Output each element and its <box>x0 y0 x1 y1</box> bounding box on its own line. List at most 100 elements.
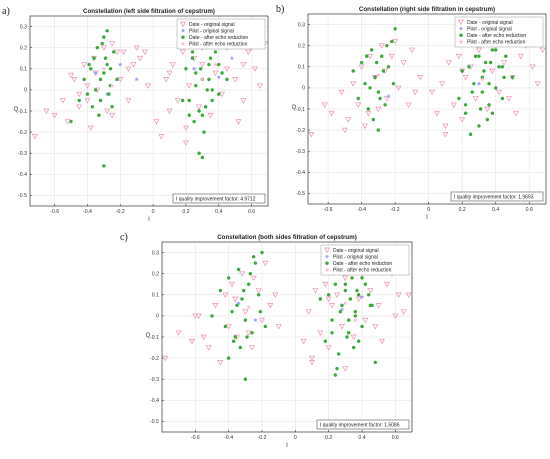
data-point <box>467 65 471 69</box>
x-tick-label: -0.2 <box>391 207 400 213</box>
panel-label-c: c) <box>120 232 128 243</box>
legend-entry: Pilot - after echo reduction <box>189 42 248 48</box>
data-point <box>103 56 108 60</box>
data-point <box>376 90 381 94</box>
data-point <box>87 62 91 67</box>
data-point <box>195 313 202 320</box>
data-point <box>187 98 191 103</box>
data-point <box>366 293 371 297</box>
data-point <box>353 317 358 323</box>
data-point <box>405 102 412 109</box>
data-point <box>136 55 144 62</box>
data-point <box>317 330 324 337</box>
data-point <box>450 102 457 109</box>
data-point <box>162 355 169 362</box>
data-point <box>340 303 344 308</box>
data-point <box>359 294 365 299</box>
data-point <box>184 67 188 71</box>
data-point <box>488 60 493 65</box>
data-point <box>76 104 83 111</box>
data-point <box>213 50 218 54</box>
chart-both-filtration: -0.6 -0.4 -0.2 0 0.2 0.4 0.6 0.3 0.2 0.1 0 -0.1 -0.2… <box>146 234 413 449</box>
data-point <box>353 309 358 314</box>
data-point <box>253 261 258 265</box>
data-point <box>345 335 349 339</box>
quality-annotation: I quality improvement factor: 1.9693 <box>454 194 534 200</box>
x-axis-label: I <box>286 443 288 449</box>
data-point <box>113 49 121 56</box>
data-point <box>457 96 461 101</box>
data-point <box>192 119 196 124</box>
chart-title: Constellation (both sides filtration of … <box>217 234 357 241</box>
legend-marker <box>324 254 330 259</box>
data-point <box>386 65 391 69</box>
data-point <box>85 92 90 96</box>
y-tick-label: 0 <box>24 88 27 94</box>
x-tick-label: 0.2 <box>182 209 189 215</box>
data-point <box>212 70 219 77</box>
data-point <box>318 297 323 301</box>
y-tick-label: -0.3 <box>296 149 305 155</box>
data-point <box>383 103 387 107</box>
data-point <box>93 70 98 75</box>
data-point <box>223 324 228 329</box>
y-tick-label: -0.3 <box>18 151 27 157</box>
data-point <box>372 324 379 330</box>
data-point <box>366 53 374 60</box>
data-point <box>174 98 181 104</box>
data-point <box>105 29 109 33</box>
data-point <box>529 64 536 71</box>
data-point <box>226 356 231 360</box>
data-point <box>102 164 106 168</box>
data-point <box>336 352 341 356</box>
legend-entry: Pilot - after echo reduction <box>467 40 526 46</box>
series-3 <box>101 62 218 88</box>
data-point <box>376 128 381 132</box>
plot-frame <box>161 241 413 433</box>
series-3 <box>376 72 485 82</box>
data-point <box>333 292 341 299</box>
data-point <box>200 113 205 117</box>
data-point <box>246 305 251 310</box>
data-point <box>487 103 491 107</box>
x-axis-label: I <box>426 215 428 221</box>
data-point <box>383 281 391 288</box>
data-point <box>108 112 116 119</box>
data-point <box>395 85 402 92</box>
data-point <box>194 83 198 88</box>
data-point <box>359 60 364 65</box>
y-axis-label: Q <box>146 333 151 339</box>
data-point <box>375 106 382 113</box>
data-point <box>428 89 436 96</box>
data-point <box>333 373 338 377</box>
x-tick-label: -0.2 <box>116 209 125 215</box>
data-point <box>202 130 206 134</box>
x-tick-label: 0.4 <box>358 435 365 441</box>
data-point <box>328 110 335 117</box>
data-point <box>358 64 365 71</box>
y-axis-label: Q <box>14 107 19 113</box>
data-point <box>238 271 246 277</box>
legend-marker <box>323 247 331 254</box>
annotation-box <box>316 419 410 430</box>
data-point <box>59 98 66 104</box>
data-point <box>371 117 376 122</box>
data-point <box>81 62 88 68</box>
data-point <box>240 62 247 68</box>
data-point <box>325 345 332 351</box>
data-point <box>250 331 254 335</box>
data-point <box>213 62 218 67</box>
data-point <box>212 303 219 309</box>
data-point <box>210 314 214 318</box>
data-point <box>308 355 316 362</box>
data-point <box>232 77 239 83</box>
data-point <box>360 276 364 280</box>
data-point <box>182 125 190 132</box>
data-point <box>240 98 247 104</box>
data-point <box>455 53 462 60</box>
data-point <box>225 324 232 330</box>
data-point <box>197 109 201 113</box>
data-point <box>101 66 107 71</box>
panel-label-a: a) <box>2 6 10 17</box>
